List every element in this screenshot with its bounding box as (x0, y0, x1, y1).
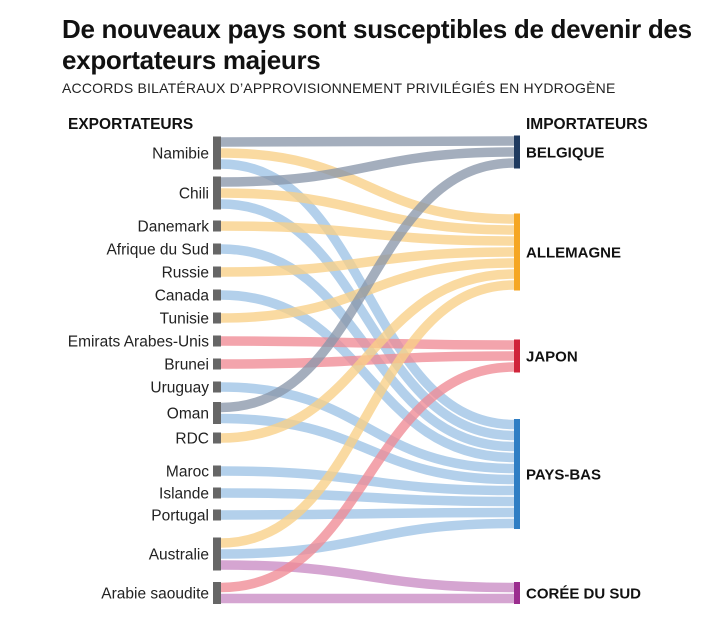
link-chili-to-belgique (220, 147, 515, 187)
exporter-label-islande: Islande (159, 486, 209, 503)
exporter-label-maroc: Maroc (166, 464, 209, 481)
exporter-node-namibie (213, 136, 221, 170)
link-oman-to-pays-bas (220, 413, 515, 485)
importer-node-allemagne (514, 213, 520, 291)
importer-node-coree-du-sud (514, 582, 520, 604)
importer-node-pays-bas (514, 419, 520, 529)
exporter-label-arabie-saoudite: Arabie saoudite (101, 586, 209, 603)
exporter-label-emirats-arabes-unis: Emirats Arabes-Unis (68, 334, 210, 351)
exporter-node-arabie-saoudite (213, 582, 221, 604)
exporter-node-afrique-du-sud (213, 243, 221, 255)
chart-subtitle: ACCORDS BILATÉRAUX D’APPROVISIONNEMENT P… (62, 80, 616, 96)
exporter-label-australie: Australie (149, 547, 209, 564)
exporters-header: EXPORTATEURS (68, 116, 193, 133)
exporter-node-chili (213, 176, 221, 210)
exporter-node-brunei (213, 358, 221, 370)
link-chili-to-pays-bas (220, 199, 515, 441)
link-australie-to-allemagne (220, 280, 515, 548)
exporter-node-uruguay (213, 381, 221, 393)
exporter-label-oman: Oman (167, 406, 209, 423)
exporter-node-danemark (213, 220, 221, 232)
exporter-label-brunei: Brunei (164, 357, 209, 374)
link-australie-to-coree-du-sud (220, 560, 515, 593)
exporter-label-namibie: Namibie (152, 146, 209, 163)
exporter-node-oman (213, 402, 221, 424)
exporter-label-russie: Russie (162, 265, 209, 282)
link-namibie-to-allemagne (220, 148, 515, 224)
importer-label-coree-du-sud: CORÉE DU SUD (526, 586, 641, 603)
exporter-node-rdc (213, 432, 221, 444)
exporter-label-rdc: RDC (175, 431, 209, 448)
chart-title: De nouveaux pays sont susceptibles de de… (62, 14, 692, 75)
exporter-node-tunisie (213, 312, 221, 324)
link-emirats-arabes-unis-to-japon (220, 336, 515, 350)
exporter-label-chili: Chili (179, 186, 209, 203)
importers-header: IMPORTATEURS (526, 116, 648, 133)
exporter-node-emirats-arabes-unis (213, 335, 221, 347)
link-portugal-to-pays-bas (220, 507, 515, 520)
link-danemark-to-allemagne (220, 221, 515, 246)
importer-node-belgique (514, 135, 520, 169)
link-islande-to-pays-bas (220, 488, 515, 507)
exporter-label-afrique-du-sud: Afrique du Sud (106, 242, 209, 259)
link-arabie-saoudite-to-japon (220, 362, 515, 593)
exporter-node-islande (213, 487, 221, 499)
exporter-node-portugal (213, 509, 221, 521)
exporter-node-russie (213, 266, 221, 278)
importer-label-allemagne: ALLEMAGNE (526, 245, 621, 262)
exporter-node-australie (213, 537, 221, 571)
importer-node-japon (514, 339, 520, 373)
importer-label-belgique: BELGIQUE (526, 145, 604, 162)
link-namibie-to-belgique (220, 136, 515, 147)
exporter-label-canada: Canada (155, 288, 210, 305)
exporter-label-portugal: Portugal (151, 508, 209, 525)
exporter-label-tunisie: Tunisie (160, 311, 209, 328)
exporter-node-canada (213, 289, 221, 301)
links-group (220, 136, 515, 604)
exporter-node-maroc (213, 465, 221, 477)
importer-label-japon: JAPON (526, 349, 578, 366)
link-russie-to-allemagne (220, 247, 515, 277)
exporter-label-danemark: Danemark (138, 219, 210, 236)
importer-label-pays-bas: PAYS-BAS (526, 467, 601, 484)
link-canada-to-pays-bas (220, 290, 515, 463)
link-chili-to-allemagne (220, 188, 515, 235)
link-australie-to-pays-bas (220, 518, 515, 559)
link-rdc-to-allemagne (220, 269, 515, 443)
link-oman-to-belgique (220, 158, 515, 413)
exporter-label-uruguay: Uruguay (150, 380, 209, 397)
nodes-group: Namibie Chili Danemark Afrique du Sud Russie… (68, 135, 641, 604)
